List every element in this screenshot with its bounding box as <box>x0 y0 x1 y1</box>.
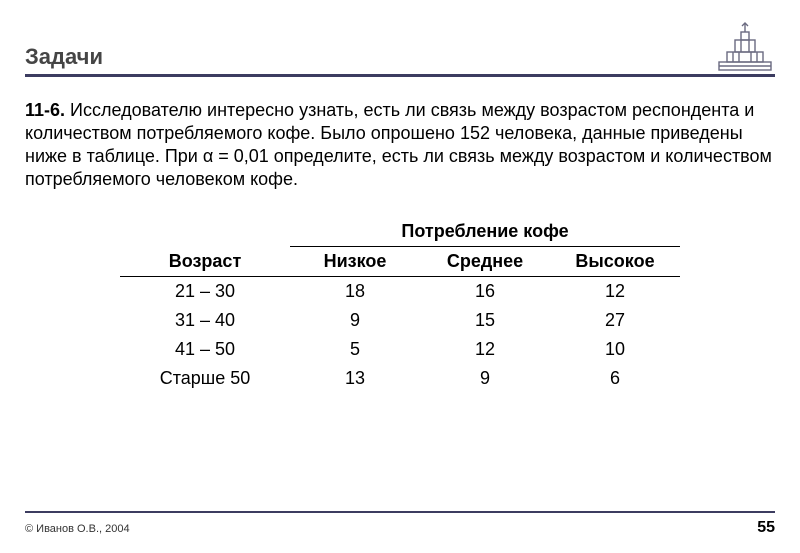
page-number: 55 <box>757 519 775 537</box>
table-header-row: Возраст Низкое Среднее Высокое <box>120 247 680 277</box>
cell-val: 10 <box>550 335 680 364</box>
table-row: 31 – 40 9 15 27 <box>120 306 680 335</box>
page-title: Задачи <box>25 44 103 70</box>
table-span-header: Потребление кофе <box>290 217 680 247</box>
cell-val: 9 <box>420 364 550 393</box>
problem-paragraph: 11-6. Исследователю интересно узнать, ес… <box>25 99 775 191</box>
cell-val: 18 <box>290 277 420 307</box>
cell-val: 15 <box>420 306 550 335</box>
bottom-divider <box>25 511 775 513</box>
cell-age: Старше 50 <box>120 364 290 393</box>
cell-val: 27 <box>550 306 680 335</box>
cell-age: 31 – 40 <box>120 306 290 335</box>
cell-val: 16 <box>420 277 550 307</box>
copyright-text: © Иванов О.В., 2004 <box>25 523 130 535</box>
col-header-2: Высокое <box>550 247 680 277</box>
header-row: Задачи <box>25 22 775 70</box>
data-table: Потребление кофе Возраст Низкое Среднее … <box>120 217 680 393</box>
footer-row: © Иванов О.В., 2004 55 <box>25 519 775 537</box>
cell-val: 9 <box>290 306 420 335</box>
data-table-wrap: Потребление кофе Возраст Низкое Среднее … <box>120 217 680 393</box>
problem-number: 11-6. <box>25 100 65 120</box>
footer: © Иванов О.В., 2004 55 <box>25 511 775 537</box>
cell-val: 5 <box>290 335 420 364</box>
top-divider <box>25 74 775 77</box>
col-header-0: Низкое <box>290 247 420 277</box>
cell-val: 12 <box>550 277 680 307</box>
row-header: Возраст <box>120 247 290 277</box>
table-row: 41 – 50 5 12 10 <box>120 335 680 364</box>
building-logo-icon <box>715 22 775 72</box>
slide-container: Задачи <box>0 0 800 553</box>
table-header-span-row: Потребление кофе <box>120 217 680 247</box>
cell-val: 12 <box>420 335 550 364</box>
col-header-1: Среднее <box>420 247 550 277</box>
table-corner-blank <box>120 217 290 247</box>
table-row: Старше 50 13 9 6 <box>120 364 680 393</box>
cell-val: 13 <box>290 364 420 393</box>
table-row: 21 – 30 18 16 12 <box>120 277 680 307</box>
cell-val: 6 <box>550 364 680 393</box>
cell-age: 21 – 30 <box>120 277 290 307</box>
cell-age: 41 – 50 <box>120 335 290 364</box>
problem-body: Исследователю интересно узнать, есть ли … <box>25 100 772 189</box>
